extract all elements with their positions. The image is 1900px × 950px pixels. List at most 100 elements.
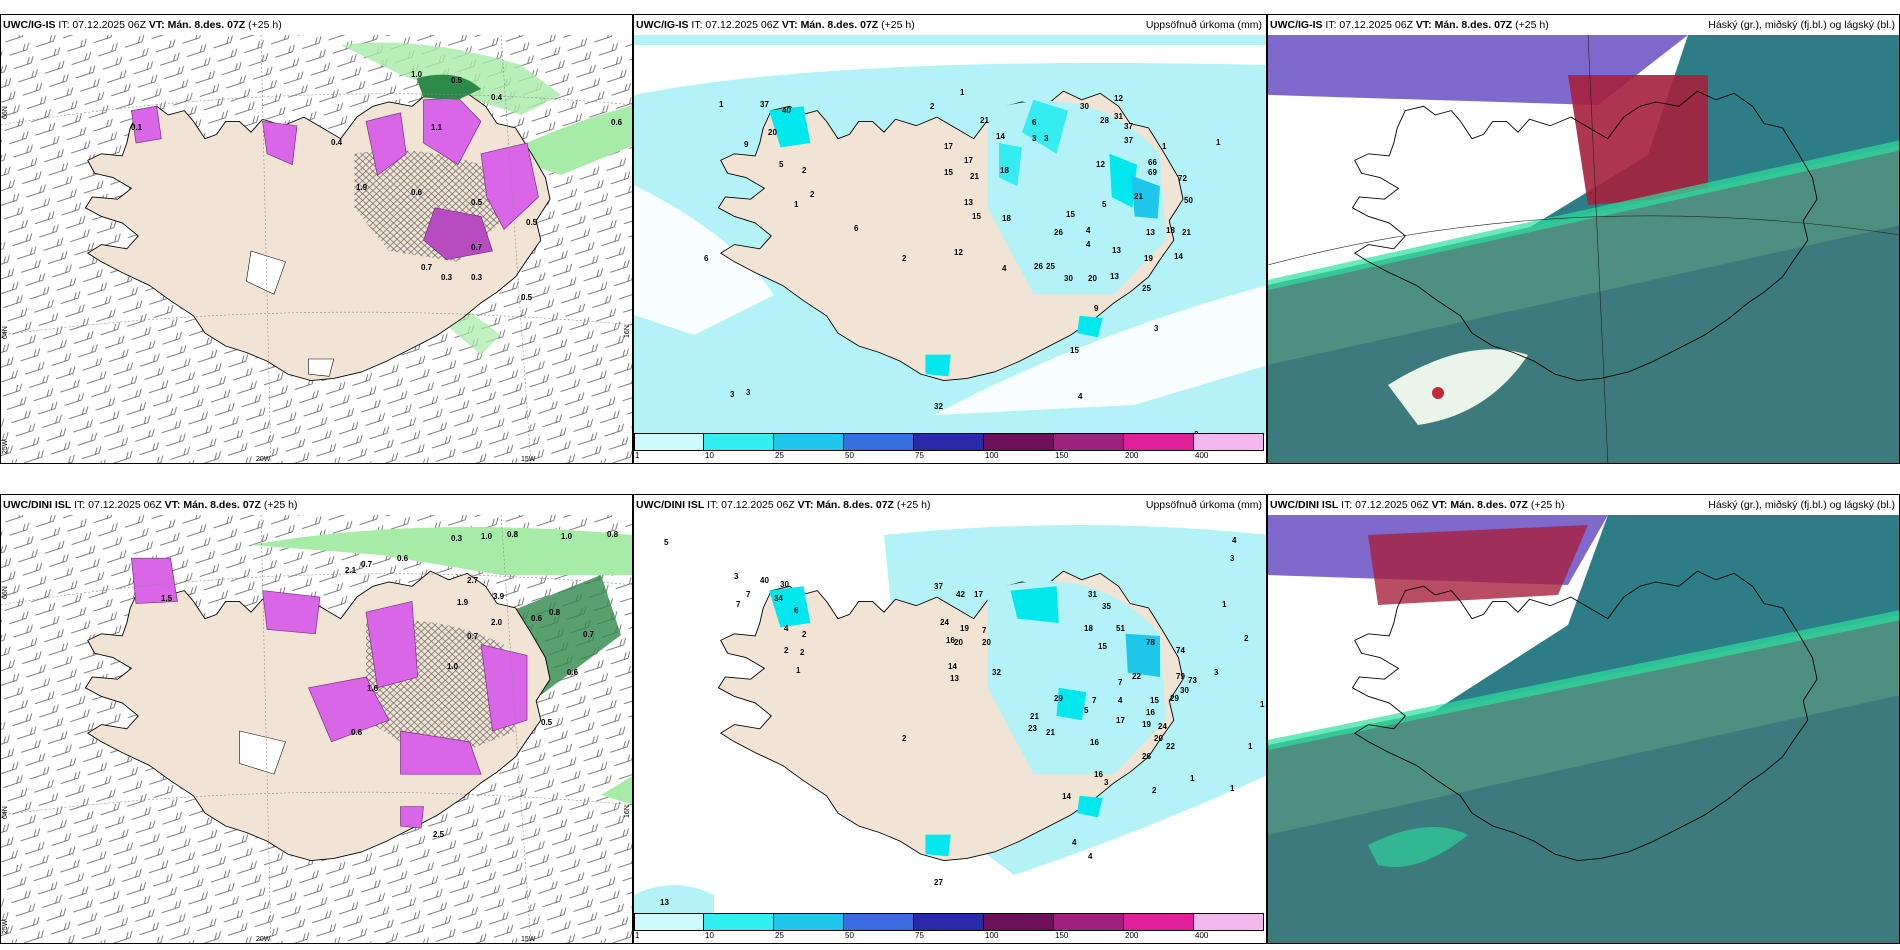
precip-value: 30 bbox=[780, 580, 789, 589]
precip-value: 26 bbox=[1034, 262, 1043, 271]
precip-value: 2 bbox=[1152, 786, 1157, 795]
precip-value: 2 bbox=[802, 630, 807, 639]
snow-value: 0.7 bbox=[361, 560, 373, 569]
precip-value: 13 bbox=[1112, 246, 1121, 255]
colorbar-segment bbox=[844, 433, 914, 451]
precip-value: 21 bbox=[970, 172, 979, 181]
lon-label-left: 25W bbox=[2, 439, 9, 454]
precip-value: 4 bbox=[1002, 264, 1007, 273]
colorbar-segment bbox=[914, 913, 984, 931]
precip-colorbar: 1 10 25 50 75 100 150 200 400 bbox=[634, 913, 1264, 940]
snow-value: 0.7 bbox=[421, 263, 433, 272]
precip-value: 37 bbox=[760, 100, 769, 109]
init-time: IT: 07.12.2025 06Z bbox=[58, 19, 146, 31]
model-name: UWC/IG-IS bbox=[1270, 19, 1323, 31]
precip-value: 1 bbox=[719, 100, 724, 109]
precip-value: 51 bbox=[1116, 624, 1125, 633]
snow-value: 0.5 bbox=[471, 198, 483, 207]
colorbar-tick: 10 bbox=[705, 451, 714, 460]
colorbar-tick: 25 bbox=[775, 931, 784, 940]
colorbar-tick: 100 bbox=[985, 931, 999, 940]
colorbar-segment bbox=[1124, 913, 1194, 931]
colorbar-tick: 400 bbox=[1195, 451, 1209, 460]
snow-value: 0.6 bbox=[531, 614, 543, 623]
colorbar-segment bbox=[1054, 913, 1124, 931]
precip-value: 2 bbox=[930, 102, 935, 111]
lon-label: 20W bbox=[256, 456, 271, 463]
snow-value: 2.1 bbox=[345, 566, 357, 575]
precip-value: 7 bbox=[736, 600, 741, 609]
snow-value: 0.7 bbox=[583, 630, 595, 639]
precip-value: 2 bbox=[1194, 430, 1199, 435]
precip-value: 18 bbox=[1084, 624, 1093, 633]
colorbar-tick: 200 bbox=[1125, 931, 1139, 940]
precip-value: 1 bbox=[1162, 142, 1167, 151]
valid-time: VT: Mán. 8.des. 07Z bbox=[797, 499, 894, 511]
model-name: UWC/IG-IS bbox=[636, 19, 689, 31]
precip-value: 20 bbox=[768, 128, 777, 137]
precip-value: 3 bbox=[730, 390, 735, 399]
precip-value: 3 bbox=[1214, 668, 1219, 677]
precip-value: 5 bbox=[1084, 706, 1089, 715]
lead-time: (+25 h) bbox=[248, 19, 282, 31]
precip-value: 4 bbox=[1086, 240, 1091, 249]
colorbar-tick: 200 bbox=[1125, 451, 1139, 460]
precip-value: 16 bbox=[946, 636, 955, 645]
snow-map: 66N 64N 25W 20W 15W 16N 0.3 1.0 0.8 1.0 … bbox=[1, 515, 632, 943]
precip-value: 66 bbox=[1148, 158, 1157, 167]
snow-value: 0.6 bbox=[567, 668, 579, 677]
precip-value: 37 bbox=[934, 582, 943, 591]
precip-value: 21 bbox=[1134, 192, 1143, 201]
init-time: IT: 07.12.2025 06Z bbox=[1341, 499, 1429, 511]
precip-value: 69 bbox=[1148, 168, 1157, 177]
snow-value: 1.9 bbox=[356, 183, 368, 192]
precip-value: 74 bbox=[1176, 646, 1185, 655]
precip-value: 2 bbox=[902, 254, 907, 263]
lat-label-right: 16N bbox=[624, 325, 631, 338]
snow-value: 1.1 bbox=[431, 123, 443, 132]
colorbar-tick: 50 bbox=[845, 451, 854, 460]
lon-label: 15W bbox=[521, 936, 536, 943]
snow-value: 0.5 bbox=[451, 76, 463, 85]
colorbar-tick: 1 bbox=[635, 931, 640, 940]
snow-value: 0.8 bbox=[607, 530, 619, 539]
snow-value: 1.0 bbox=[561, 532, 573, 541]
precip-value: 15 bbox=[1066, 210, 1075, 219]
precip-value: 15 bbox=[944, 168, 953, 177]
precip-value: 4 bbox=[784, 624, 789, 633]
precip-value: 32 bbox=[934, 402, 943, 411]
precip-value: 78 bbox=[1146, 638, 1155, 647]
snow-value: 2.5 bbox=[433, 830, 445, 839]
map-title: Uppsöfnuð úrkoma (mm) bbox=[1145, 499, 1262, 511]
precip-value: 16 bbox=[1146, 708, 1155, 717]
precip-map: 1 37 40 20 9 5 2 1 2 2 1 6 3 3 2 17 21 1… bbox=[634, 35, 1266, 435]
snow-value: 1.0 bbox=[481, 532, 493, 541]
model-name: UWC/IG-IS bbox=[3, 19, 56, 31]
precip-value-labels: 1 37 40 20 9 5 2 1 2 2 1 6 3 3 2 17 21 1… bbox=[704, 88, 1221, 435]
lon-label: 20W bbox=[256, 936, 271, 943]
lead-time: (+25 h) bbox=[881, 19, 915, 31]
snow-value: 0.5 bbox=[541, 718, 553, 727]
precip-value: 25 bbox=[1142, 284, 1151, 293]
snow-value: 0.1 bbox=[131, 123, 143, 132]
lat-label: 66N bbox=[2, 586, 9, 599]
map-title: Háský (gr.), miðský (fj.bl.) og lágský (… bbox=[1708, 499, 1895, 511]
precip-value: 2 bbox=[802, 166, 807, 175]
colorbar-tick: 150 bbox=[1055, 931, 1069, 940]
colorbar-segment bbox=[914, 433, 984, 451]
colorbar-segment bbox=[774, 433, 844, 451]
precip-value: 20 bbox=[954, 638, 963, 647]
precip-value: 6 bbox=[704, 254, 709, 263]
precip-value: 16 bbox=[1090, 738, 1099, 747]
precip-value: 3 bbox=[1104, 778, 1109, 787]
colorbar-tick: 100 bbox=[985, 451, 999, 460]
precip-value: 3 bbox=[1044, 134, 1049, 143]
precip-value: 7 bbox=[1118, 678, 1123, 687]
precip-value: 4 bbox=[1088, 852, 1093, 861]
precip-value: 12 bbox=[1096, 160, 1105, 169]
snow-value: 3.9 bbox=[493, 592, 505, 601]
colorbar-tick: 1 bbox=[635, 451, 640, 460]
lat-label-right: 16N bbox=[624, 805, 631, 818]
precip-value: 72 bbox=[1178, 174, 1187, 183]
precip-value: 4 bbox=[1078, 392, 1083, 401]
